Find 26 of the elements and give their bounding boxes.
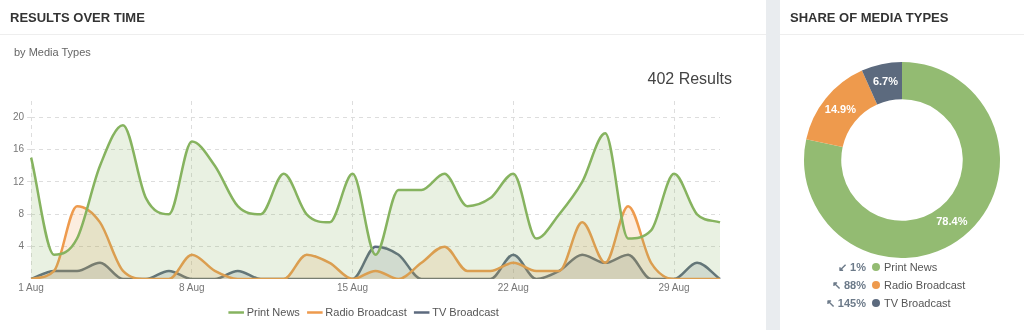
legend-label: TV Broadcast bbox=[884, 297, 951, 309]
legend-label: Print News bbox=[884, 261, 938, 273]
text: ↙ 1% bbox=[837, 260, 866, 274]
y-tick-label: 4 bbox=[18, 240, 25, 252]
data-label: 78.4% bbox=[936, 214, 968, 227]
legend-label: TV Broadcast bbox=[432, 305, 499, 318]
x-tick-label: 29 Aug bbox=[658, 281, 690, 293]
x-tick-label: 15 Aug bbox=[337, 281, 369, 293]
text: ↖ 88% bbox=[830, 278, 866, 292]
y-tick-label: 20 bbox=[13, 110, 25, 122]
legend-label: Radio Broadcast bbox=[884, 279, 966, 291]
chart-title: SHARE OF MEDIA TYPES bbox=[780, 0, 1024, 35]
legend-label: Print News bbox=[246, 305, 301, 318]
data-label: 6.7% bbox=[872, 75, 899, 88]
text: ↖ 145% bbox=[824, 296, 866, 310]
chart-subtitle: by Media Types bbox=[14, 46, 91, 58]
y-tick-label: 8 bbox=[18, 208, 25, 220]
x-tick-label: 8 Aug bbox=[179, 281, 205, 293]
text: 402 Results bbox=[647, 70, 732, 88]
data-label: 14.9% bbox=[824, 103, 857, 116]
legend-label: Radio Broadcast bbox=[325, 305, 407, 318]
chart-title: RESULTS OVER TIME bbox=[0, 0, 766, 35]
y-tick-label: 12 bbox=[13, 175, 25, 187]
x-tick-label: 22 Aug bbox=[497, 281, 529, 293]
y-tick-label: 16 bbox=[13, 143, 25, 155]
x-tick-label: 1 Aug bbox=[18, 281, 44, 293]
